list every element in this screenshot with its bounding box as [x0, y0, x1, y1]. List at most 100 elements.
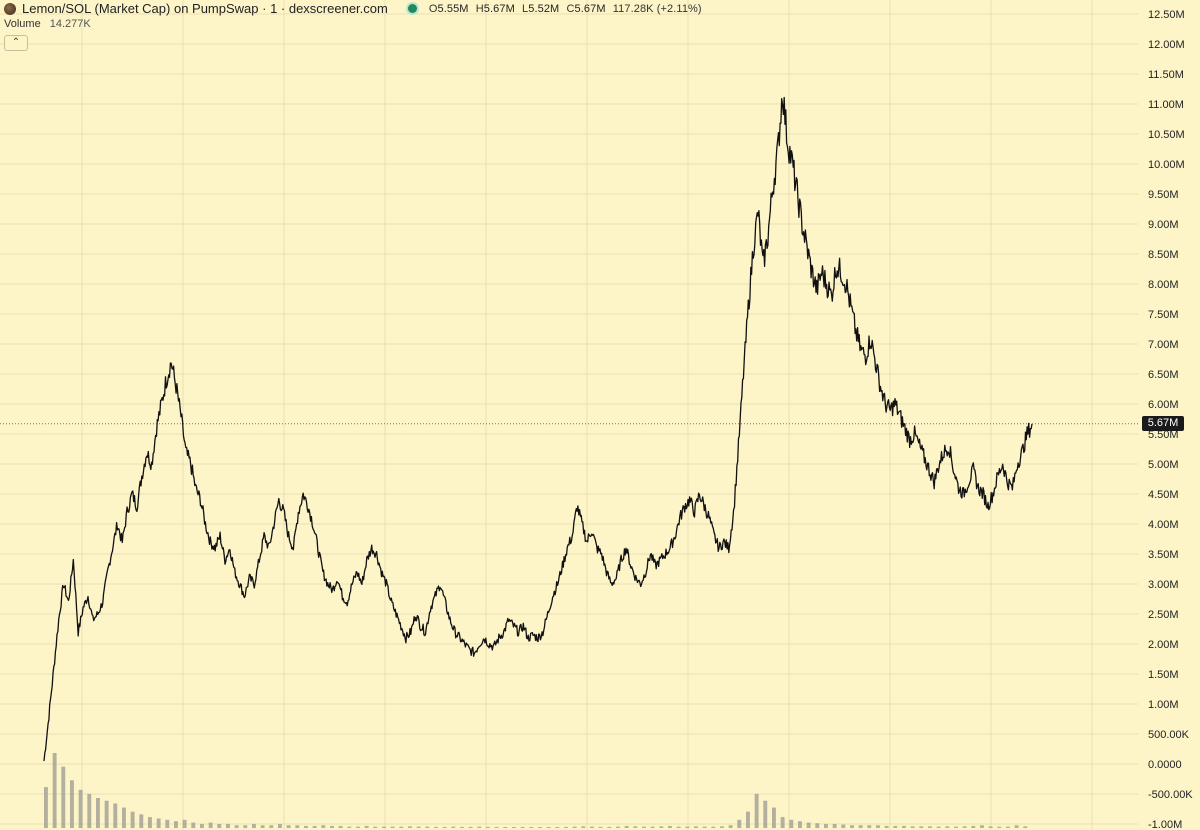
volume-bar	[512, 827, 516, 828]
volume-bars	[44, 753, 1028, 828]
volume-bar	[893, 825, 898, 828]
volume-bar	[919, 826, 924, 828]
axis-tick-label: -500.00K	[1148, 789, 1193, 801]
volume-bar	[650, 826, 655, 828]
volume-bar	[96, 798, 100, 828]
volume-bar	[902, 825, 906, 828]
axis-tick-label: 5.50M	[1148, 429, 1179, 441]
volume-bar	[156, 818, 161, 828]
volume-bar	[234, 825, 239, 828]
volume-bar	[390, 826, 395, 828]
volume-bar	[954, 826, 958, 828]
volume-bar	[564, 826, 568, 828]
volume-bar	[130, 811, 135, 828]
volume-bar	[772, 807, 776, 828]
volume-bar	[295, 825, 300, 828]
axis-tick-label: 4.50M	[1148, 489, 1179, 501]
ohlc-close: 5.67M	[574, 2, 606, 15]
volume-bar	[434, 826, 438, 828]
volume-bar	[442, 826, 447, 828]
volume-bar	[70, 780, 74, 828]
volume-bar	[780, 817, 785, 828]
volume-bar	[113, 803, 118, 828]
ohlc-readout: O5.55M H5.67M L5.52M C5.67M 117.28K (+2.…	[428, 2, 702, 15]
volume-bar	[737, 819, 742, 828]
volume-bar	[347, 826, 352, 828]
axis-tick-label: 8.00M	[1148, 279, 1179, 291]
volume-bar	[1006, 826, 1010, 828]
volume-bar	[850, 825, 854, 828]
volume-bar	[208, 822, 213, 828]
volume-bar	[286, 825, 291, 828]
volume-bar	[503, 827, 508, 828]
ohlc-change: 117.28K (+2.11%)	[612, 2, 702, 15]
volume-bar	[598, 826, 603, 828]
volume-bar	[468, 826, 473, 828]
current-price-tag: 5.67M	[1142, 416, 1184, 432]
volume-bar	[746, 811, 750, 828]
volume-bar	[962, 826, 967, 828]
axis-tick-label: 11.50M	[1148, 69, 1184, 81]
volume-bar	[910, 826, 915, 828]
volume-bar	[148, 817, 152, 828]
volume-bar	[676, 826, 681, 828]
price-axis: 12.50M 12.00M 11.50M 11.00M 10.50M 10.00M 9.50…	[1148, 9, 1193, 830]
volume-bar	[278, 823, 282, 828]
volume-bar	[356, 826, 360, 828]
volume-bar	[217, 823, 222, 828]
volume-bar	[226, 823, 230, 828]
volume-bar	[642, 826, 646, 828]
volume-bar	[538, 827, 542, 828]
volume-bar	[1014, 825, 1019, 828]
axis-tick-label: 11.00M	[1148, 99, 1184, 111]
volume-bar	[139, 814, 144, 828]
axis-tick-label: 7.50M	[1148, 309, 1179, 321]
volume-bar	[711, 826, 716, 828]
volume-bar	[815, 823, 820, 828]
collapse-legend-button[interactable]: ⌃	[4, 35, 28, 51]
volume-bar	[841, 824, 846, 828]
volume-bar	[260, 825, 265, 828]
chart-title: Lemon/SOL (Market Cap) on PumpSwap · 1 ·…	[22, 1, 388, 16]
axis-tick-label: 5.00M	[1148, 459, 1179, 471]
volume-bar	[876, 825, 880, 828]
volume-bar	[373, 826, 378, 828]
volume-bar	[451, 826, 456, 828]
volume-bar	[399, 826, 404, 828]
volume-bar	[867, 825, 872, 828]
axis-tick-label: 6.50M	[1148, 369, 1179, 381]
volume-bar	[824, 823, 828, 828]
volume-bar	[104, 800, 109, 828]
axis-tick-label: 2.50M	[1148, 609, 1179, 621]
volume-bar	[616, 826, 620, 828]
volume-bar	[668, 825, 672, 828]
volume-bar	[122, 807, 126, 828]
volume-bar	[555, 827, 560, 828]
volume-value: 14.277K	[49, 18, 91, 30]
volume-bar	[936, 826, 941, 828]
volume-bar	[806, 822, 811, 828]
volume-bar	[754, 793, 759, 828]
volume-bar	[78, 789, 83, 828]
volume-bar	[252, 823, 256, 828]
volume-bar	[798, 821, 802, 828]
volume-bar	[200, 823, 204, 828]
volume-bar	[44, 787, 48, 828]
axis-tick-label: 3.50M	[1148, 549, 1179, 561]
axis-tick-label: 10.50M	[1148, 129, 1185, 141]
volume-bar	[546, 827, 551, 828]
axis-tick-label: 2.00M	[1148, 639, 1179, 651]
axis-tick-label: 1.00M	[1148, 699, 1179, 711]
volume-bar	[832, 823, 837, 828]
volume-bar	[1023, 826, 1028, 828]
volume-bar	[408, 826, 412, 828]
axis-tick-label: 1.50M	[1148, 669, 1179, 681]
volume-bar	[312, 825, 317, 828]
volume-bar	[304, 825, 308, 828]
volume-bar	[243, 825, 248, 828]
axis-tick-label: 7.00M	[1148, 339, 1179, 351]
volume-bar	[945, 826, 950, 828]
volume-bar	[52, 753, 57, 828]
